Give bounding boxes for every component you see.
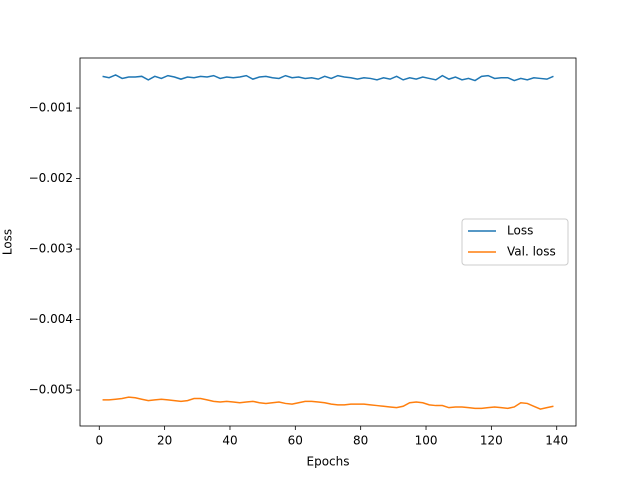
y-axis-label: Loss bbox=[1, 229, 15, 255]
line-series bbox=[102, 396, 554, 410]
y-tick-label: −0.005 bbox=[29, 383, 73, 397]
x-tick-label: 60 bbox=[288, 434, 303, 448]
plot-frame bbox=[79, 57, 577, 427]
x-tick-label: 20 bbox=[157, 434, 172, 448]
legend-label: Val. loss bbox=[507, 245, 556, 259]
x-tick-label: 100 bbox=[415, 434, 438, 448]
x-tick-label: 120 bbox=[480, 434, 503, 448]
y-tick-label: −0.002 bbox=[29, 171, 73, 185]
line-series bbox=[102, 74, 554, 82]
x-tick-label: 80 bbox=[353, 434, 368, 448]
x-axis-label: Epochs bbox=[307, 455, 350, 469]
y-tick-label: −0.003 bbox=[29, 242, 73, 256]
x-tick-label: 0 bbox=[95, 434, 103, 448]
x-tick-label: 40 bbox=[222, 434, 237, 448]
x-tick-label: 140 bbox=[545, 434, 568, 448]
y-tick-label: −0.001 bbox=[29, 101, 73, 115]
legend-label: Loss bbox=[507, 224, 533, 238]
y-tick-label: −0.004 bbox=[29, 312, 73, 326]
